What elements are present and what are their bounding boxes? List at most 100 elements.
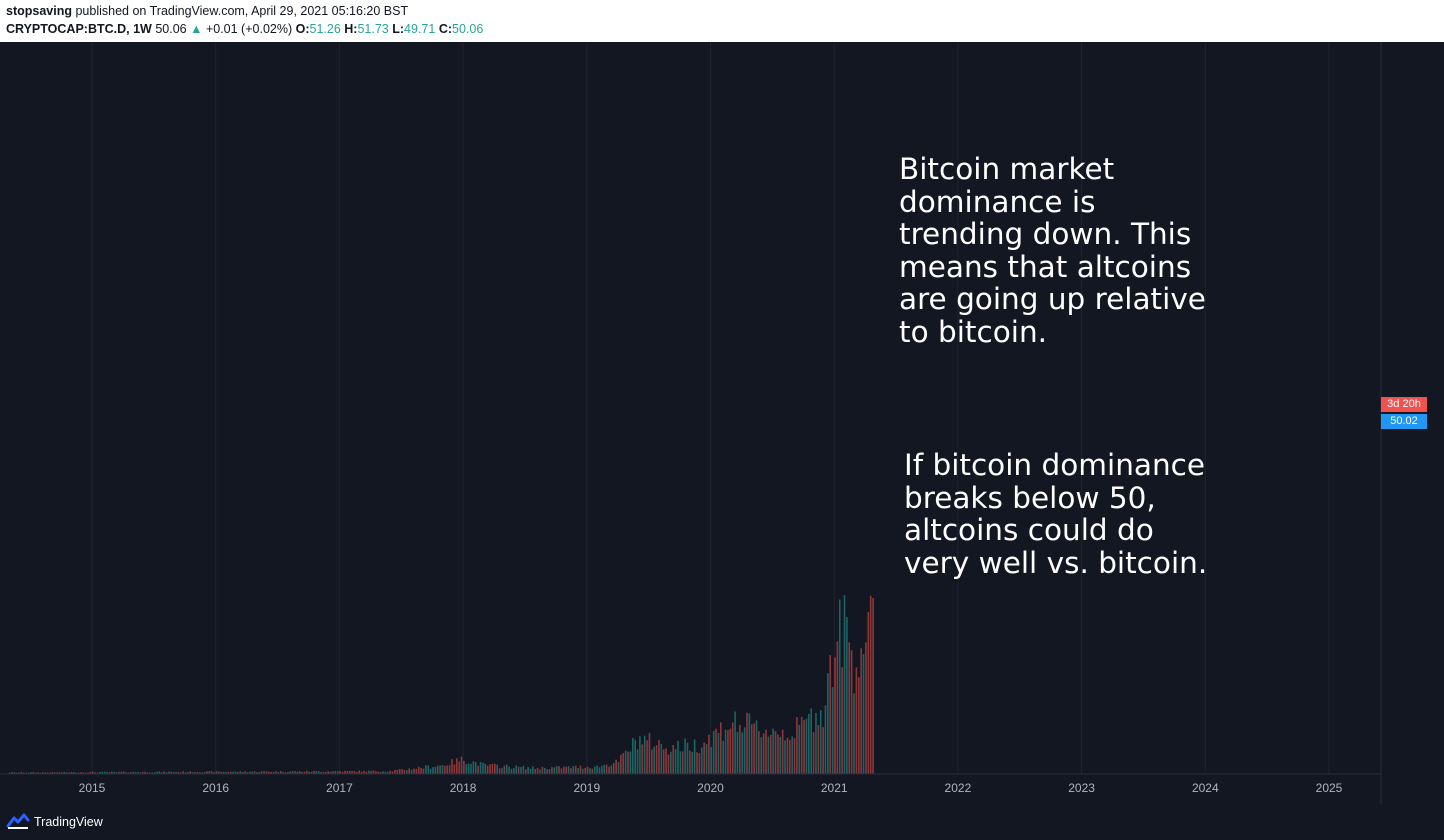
volume-bar xyxy=(810,708,813,774)
volume-bar xyxy=(353,770,356,774)
volume-bar xyxy=(643,735,646,774)
time-tick-label: 2022 xyxy=(945,781,972,795)
volume-bar xyxy=(553,767,556,774)
volume-bar xyxy=(796,717,798,774)
volume-bar xyxy=(446,765,449,774)
volume-bar xyxy=(229,771,232,774)
volume-bar xyxy=(406,770,408,774)
volume-bar xyxy=(284,772,287,774)
high-label: H: xyxy=(344,22,358,36)
volume-bar xyxy=(394,770,396,774)
volume-bar xyxy=(201,772,204,774)
volume-bar xyxy=(227,771,230,774)
volume-bar xyxy=(317,771,320,774)
volume-bar xyxy=(612,762,615,774)
volume-bar xyxy=(96,772,99,774)
volume-bar xyxy=(206,771,208,774)
volume-bar xyxy=(168,771,170,774)
volume-bar xyxy=(700,747,703,774)
volume-bar xyxy=(141,772,144,774)
volume-bar xyxy=(372,770,375,774)
volume-bar xyxy=(163,771,165,774)
volume-bar xyxy=(470,763,472,774)
volume-bar xyxy=(18,772,20,774)
volume-bar xyxy=(781,729,784,774)
volume-bar xyxy=(187,772,189,774)
volume-bar xyxy=(149,772,151,774)
volume-bar xyxy=(25,772,27,774)
volume-bar xyxy=(196,772,199,774)
volume-bar xyxy=(13,772,16,774)
annotation-break-below-50[interactable]: If bitcoin dominance breaks below 50, al… xyxy=(904,448,1208,580)
volume-bar xyxy=(708,734,710,774)
volume-bar xyxy=(753,723,755,774)
volume-bar xyxy=(118,771,120,774)
volume-bar xyxy=(94,772,96,774)
time-tick-label: 2023 xyxy=(1068,781,1095,795)
time-tick-label: 2020 xyxy=(697,781,724,795)
volume-bar xyxy=(584,767,587,774)
volume-bar xyxy=(586,766,589,774)
volume-bar xyxy=(486,765,489,774)
volume-bar xyxy=(572,766,575,774)
volume-bar xyxy=(420,767,422,774)
volume-bar xyxy=(282,771,284,774)
volume-bar xyxy=(370,770,372,774)
volume-bar xyxy=(548,769,551,774)
volume-bar xyxy=(289,771,292,774)
volume-bar xyxy=(846,616,848,774)
volume-bar xyxy=(463,760,465,774)
volume-bar xyxy=(731,722,734,774)
volume-bar xyxy=(27,772,30,774)
volume-bar xyxy=(629,751,632,774)
time-axis[interactable]: 2015 2016 2017 2018 2019 2020 2021 2022 2023 2024… xyxy=(79,781,1343,795)
volume-bar xyxy=(444,765,446,774)
volume-bar xyxy=(244,771,246,774)
time-tick-label: 2025 xyxy=(1316,781,1343,795)
volume-bar xyxy=(646,740,648,774)
volume-bar xyxy=(279,770,282,774)
volume-bar xyxy=(855,667,858,774)
volume-bar xyxy=(565,766,567,774)
volume-bar xyxy=(812,732,815,774)
volume-bar xyxy=(296,771,299,774)
volume-bar xyxy=(727,730,729,774)
volume-bar xyxy=(624,750,627,774)
volume-bar xyxy=(87,772,89,774)
volume-bar xyxy=(39,772,42,774)
volume-bar xyxy=(598,767,601,774)
annotation-dominance-trend[interactable]: Bitcoin market dominance is trending dow… xyxy=(899,152,1206,349)
volume-bar xyxy=(570,768,572,774)
volume-bar xyxy=(42,772,44,774)
volume-bar xyxy=(277,772,280,774)
tradingview-brand[interactable]: TradingView xyxy=(34,815,103,829)
volume-bar xyxy=(865,642,867,774)
tradingview-logo-icon[interactable] xyxy=(6,812,30,830)
volume-bar xyxy=(560,768,563,774)
publisher-name[interactable]: stopsaving xyxy=(6,4,72,18)
close-label: C: xyxy=(438,22,453,36)
volume-bar xyxy=(436,765,439,774)
volume-bar xyxy=(313,770,315,774)
volume-bar xyxy=(831,687,834,774)
volume-bar xyxy=(256,772,258,774)
volume-bar xyxy=(398,768,401,774)
volume-bar xyxy=(332,771,334,774)
volume-bar xyxy=(120,771,123,774)
volume-bar xyxy=(44,772,47,774)
volume-bar xyxy=(77,772,80,774)
candlestick-chart[interactable]: 2015 2016 2017 2018 2019 2020 2021 2022 2023 2024… xyxy=(0,42,1444,804)
volume-bar xyxy=(665,748,667,774)
volume-bar xyxy=(705,743,708,774)
volume-bar xyxy=(482,762,484,774)
volume-bar xyxy=(608,766,610,774)
symbol-name[interactable]: CRYPTOCAP:BTC.D, 1W xyxy=(6,22,152,36)
volume-bar xyxy=(465,764,468,774)
volume-bar xyxy=(363,770,365,774)
volume-bar xyxy=(534,769,537,774)
volume-bar xyxy=(137,772,139,774)
volume-bar xyxy=(648,732,651,774)
volume-bar xyxy=(639,736,641,774)
volume-bar xyxy=(543,768,546,774)
volume-bar xyxy=(30,772,32,774)
